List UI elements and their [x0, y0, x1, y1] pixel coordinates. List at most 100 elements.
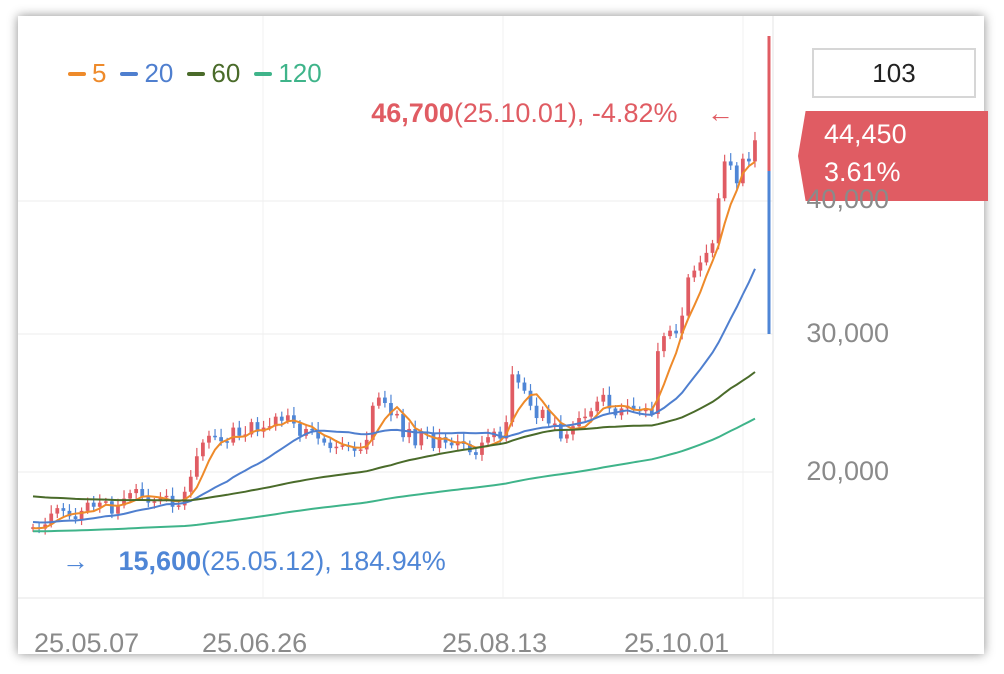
candle-body — [316, 430, 321, 439]
candle-body — [225, 441, 230, 443]
candle-body — [340, 445, 345, 447]
candle-body — [680, 315, 685, 334]
legend-swatch-ma5 — [68, 71, 86, 76]
candle-body — [698, 262, 703, 271]
candle-body — [437, 437, 442, 449]
candle-body — [370, 405, 375, 440]
candle-body — [716, 198, 721, 244]
legend-label-ma20: 20 — [144, 58, 174, 88]
period-count-box[interactable]: 103 — [812, 48, 976, 98]
low-annotation: → 15,600(25.05.12), 184.94% — [62, 546, 446, 577]
current-price: 44,450 — [824, 119, 907, 149]
high-detail: (25.10.01), -4.82% — [453, 98, 678, 128]
candle-body — [401, 413, 405, 438]
legend-label-ma120: 120 — [278, 58, 322, 88]
candle-body — [188, 476, 193, 492]
candle-body — [376, 397, 381, 406]
candle-body — [504, 422, 509, 439]
candle-body — [273, 416, 278, 427]
candle-body — [565, 434, 569, 439]
candle-body — [740, 158, 745, 184]
candle-body — [334, 446, 339, 449]
ma120-line — [33, 417, 756, 533]
ma5-line — [33, 160, 756, 530]
candle-body — [395, 413, 399, 416]
candle-body — [419, 431, 424, 446]
legend-item-ma120[interactable]: 120 — [254, 58, 322, 89]
candle-body — [734, 165, 739, 184]
x-tick-label: 25.08.13 — [442, 628, 548, 658]
current-change: 3.61% — [824, 157, 901, 187]
candle-body — [352, 446, 357, 451]
candle-body — [237, 427, 242, 436]
candle-body — [358, 449, 363, 451]
candle-body — [643, 408, 648, 412]
candle-body — [656, 351, 660, 414]
candle-body — [61, 508, 66, 511]
candle-body — [528, 390, 533, 406]
candle-body — [328, 442, 333, 449]
candle-body — [140, 489, 145, 498]
candle-body — [595, 401, 600, 412]
candle-body — [231, 427, 236, 443]
candle-body — [443, 437, 448, 443]
current-price-tag: 44,450 3.61% — [798, 111, 988, 201]
candle-body — [85, 502, 90, 511]
candle-body — [97, 502, 102, 507]
candle-body — [631, 405, 636, 410]
candle-body — [164, 495, 169, 498]
legend-swatch-ma60 — [187, 71, 206, 76]
candle-body — [55, 508, 60, 514]
candle-body — [649, 408, 654, 414]
candle-body — [219, 437, 223, 442]
candle-body — [692, 270, 697, 278]
legend-swatch-ma120 — [254, 71, 273, 76]
candle-body — [292, 415, 296, 424]
candle-body — [546, 409, 551, 424]
candle-body — [486, 437, 490, 443]
candle-body — [510, 374, 515, 423]
candle-body — [285, 415, 290, 421]
right-arrow-icon: → — [62, 546, 89, 576]
left-arrow-icon: ← — [707, 98, 734, 128]
legend-item-ma20[interactable]: 20 — [120, 58, 173, 89]
candle-body — [255, 422, 260, 432]
legend-item-ma60[interactable]: 60 — [187, 58, 240, 89]
candle-body — [298, 423, 302, 436]
candle-body — [577, 418, 581, 427]
period-count: 103 — [872, 57, 916, 88]
candle-body — [194, 456, 199, 477]
candle-body — [480, 442, 484, 455]
candle-body — [207, 435, 211, 443]
legend-swatch-ma20 — [120, 71, 139, 76]
candle-body — [704, 252, 709, 263]
candle-body — [753, 140, 757, 162]
candle-body — [413, 428, 418, 446]
legend: 5 20 60 120 — [68, 58, 322, 89]
candle-body — [279, 416, 284, 421]
candle-body — [674, 330, 678, 334]
candle-body — [540, 409, 545, 419]
y-tick-label: 20,000 — [806, 456, 889, 486]
candle-body — [722, 161, 727, 199]
candle-body — [498, 431, 503, 439]
low-detail: (25.05.12), 184.94% — [201, 546, 446, 576]
candle-body — [201, 442, 205, 457]
candle-body — [364, 439, 369, 450]
candle-body — [152, 501, 157, 503]
candle-body — [534, 405, 539, 419]
ma60-line — [32, 371, 756, 502]
candle-body — [747, 158, 751, 162]
candle-body — [213, 435, 217, 438]
candle-body — [583, 416, 587, 419]
candle-body — [122, 498, 126, 506]
candle-body — [516, 374, 521, 383]
candle-body — [103, 501, 108, 503]
candle-body — [710, 243, 715, 253]
candle-body — [407, 428, 412, 438]
candle-body — [128, 493, 132, 499]
candle-body — [431, 433, 436, 449]
candle-body — [662, 336, 666, 352]
x-tick-label: 25.06.26 — [202, 628, 308, 658]
legend-item-ma5[interactable]: 5 — [68, 58, 106, 89]
